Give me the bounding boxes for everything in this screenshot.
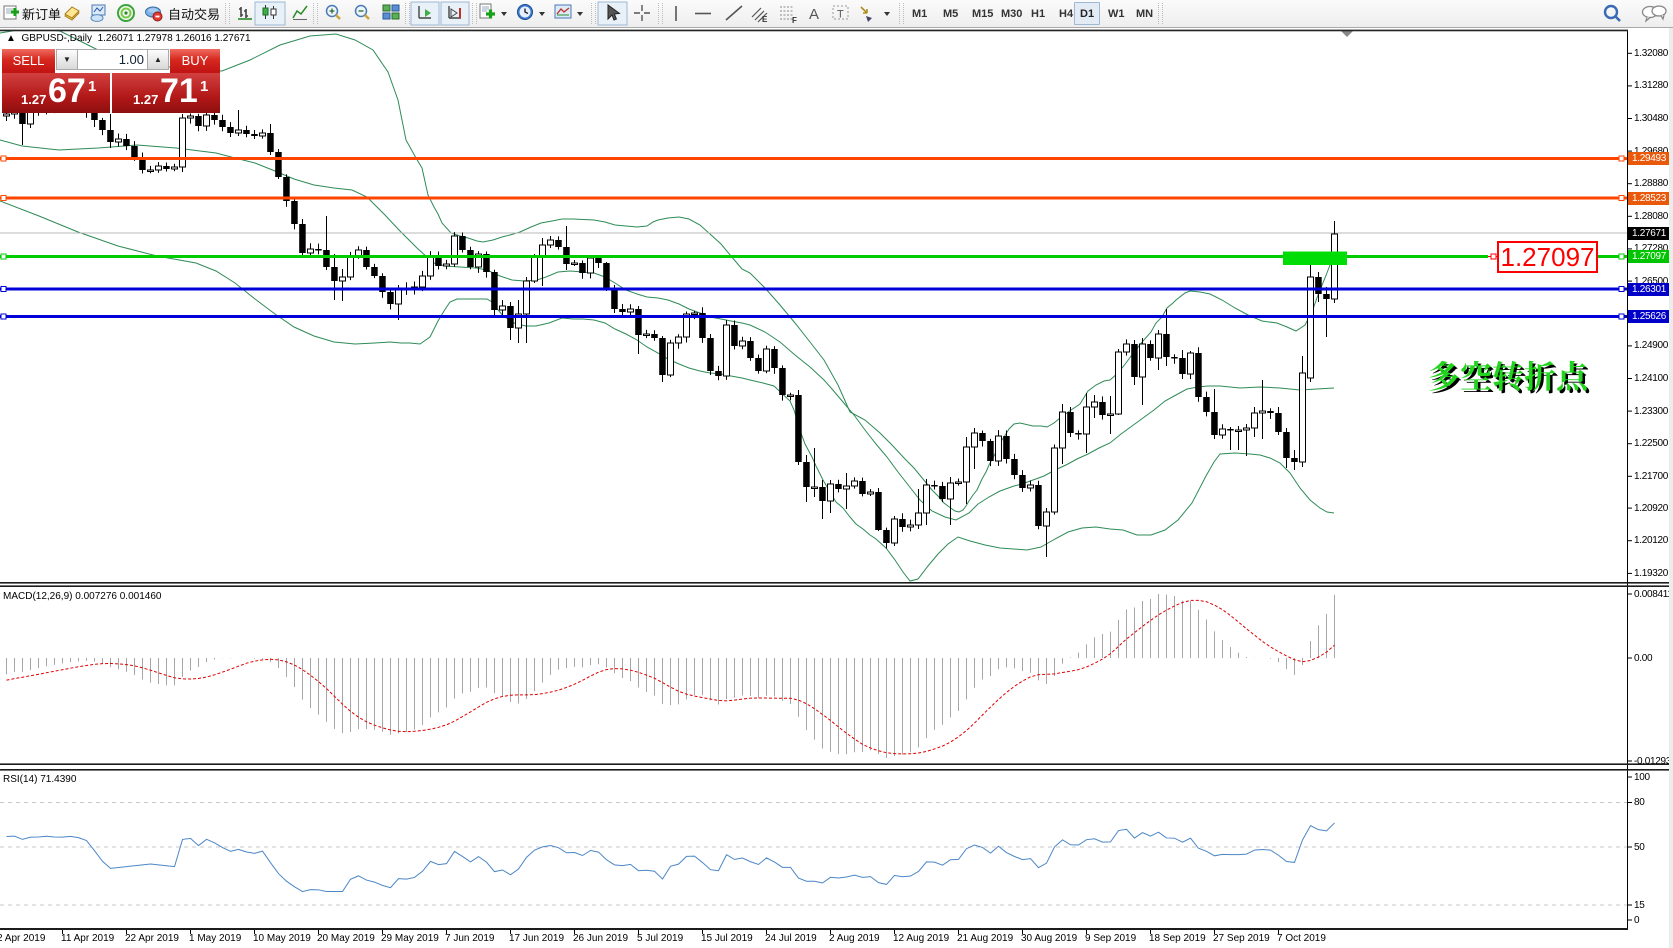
svg-text:A: A xyxy=(809,6,819,23)
svg-text:T: T xyxy=(837,9,844,21)
svg-text:E: E xyxy=(762,15,768,24)
svg-text:F: F xyxy=(792,16,797,25)
